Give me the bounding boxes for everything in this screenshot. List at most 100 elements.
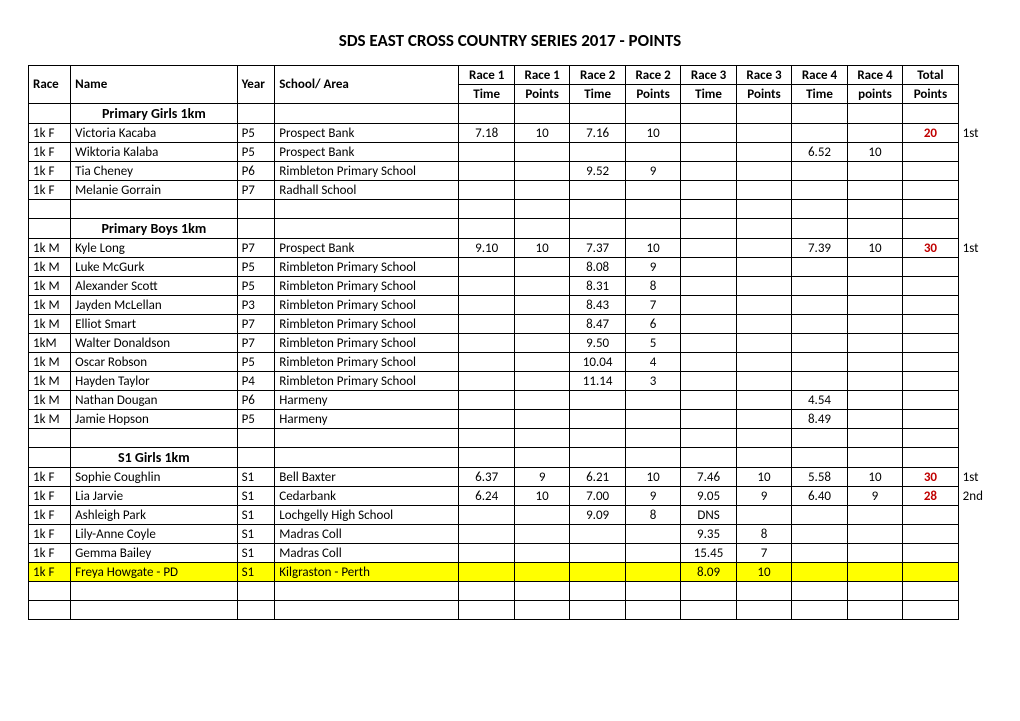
- cell-r4p: [847, 372, 902, 391]
- table-row: 1k FMelanie GorrainP7Radhall School: [29, 181, 992, 200]
- cell-total: [903, 258, 958, 277]
- cell-r1t: [459, 506, 514, 525]
- cell-total: [903, 143, 958, 162]
- cell-r2t: 8.47: [570, 315, 625, 334]
- table-row: 1k MLuke McGurkP5Rimbleton Primary Schoo…: [29, 258, 992, 277]
- table-row: 1k FTia CheneyP6Rimbleton Primary School…: [29, 162, 992, 181]
- cell-r1t: [459, 410, 514, 429]
- hdr-r1p-top: Race 1: [514, 66, 569, 85]
- cell-r1t: [459, 162, 514, 181]
- cell-race: 1kM: [29, 334, 71, 353]
- cell-place: [958, 143, 991, 162]
- cell-r1t: 9.10: [459, 239, 514, 258]
- cell-year: P7: [237, 181, 275, 200]
- cell-name: Wiktoria Kalaba: [71, 143, 237, 162]
- cell-r2t: 7.16: [570, 124, 625, 143]
- cell-r2p: 10: [625, 124, 680, 143]
- cell-r4t: [792, 544, 847, 563]
- cell-r3p: [736, 143, 791, 162]
- cell-race: 1k M: [29, 296, 71, 315]
- cell-place: 2nd: [958, 487, 991, 506]
- cell-r1p: 10: [514, 487, 569, 506]
- cell-r2p: [625, 181, 680, 200]
- cell-r4t: [792, 334, 847, 353]
- cell-r4p: [847, 315, 902, 334]
- cell-total: 30: [903, 468, 958, 487]
- cell-r1t: [459, 525, 514, 544]
- cell-r3p: [736, 315, 791, 334]
- cell-year: S1: [237, 487, 275, 506]
- hdr-r1p-bot: Points: [514, 85, 569, 104]
- cell-r3p: [736, 410, 791, 429]
- hdr-year: Year: [237, 66, 275, 104]
- cell-r2t: 7.37: [570, 239, 625, 258]
- cell-place: [958, 315, 991, 334]
- cell-r2t: 8.43: [570, 296, 625, 315]
- cell-r4p: [847, 391, 902, 410]
- cell-r3t: [681, 353, 736, 372]
- cell-r4t: [792, 181, 847, 200]
- cell-r3t: [681, 143, 736, 162]
- cell-r3t: 8.09: [681, 563, 736, 582]
- cell-race: 1k M: [29, 353, 71, 372]
- cell-r2t: 8.31: [570, 277, 625, 296]
- section-row: Primary Boys 1km: [29, 219, 992, 239]
- empty-row: [29, 200, 992, 219]
- table-row: 1k MJayden McLellanP3Rimbleton Primary S…: [29, 296, 992, 315]
- cell-r3p: [736, 277, 791, 296]
- cell-name: Melanie Gorrain: [71, 181, 237, 200]
- cell-r3p: 8: [736, 525, 791, 544]
- hdr-r2p-bot: Points: [625, 85, 680, 104]
- hdr-r4t-bot: Time: [792, 85, 847, 104]
- cell-r4t: [792, 162, 847, 181]
- section-title: S1 Girls 1km: [71, 448, 237, 468]
- cell-total: [903, 410, 958, 429]
- section-row: Primary Girls 1km: [29, 104, 992, 124]
- hdr-race: Race: [29, 66, 71, 104]
- cell-place: 1st: [958, 239, 991, 258]
- cell-r3t: DNS: [681, 506, 736, 525]
- cell-r4t: 8.49: [792, 410, 847, 429]
- cell-total: [903, 315, 958, 334]
- cell-r1p: [514, 162, 569, 181]
- cell-name: Luke McGurk: [71, 258, 237, 277]
- cell-name: Alexander Scott: [71, 277, 237, 296]
- table-row: 1k FLily-Anne CoyleS1Madras Coll9.358: [29, 525, 992, 544]
- cell-race: 1k F: [29, 506, 71, 525]
- cell-r3t: 9.35: [681, 525, 736, 544]
- cell-school: Madras Coll: [275, 525, 459, 544]
- table-row: 1k MKyle LongP7Prospect Bank9.10107.3710…: [29, 239, 992, 258]
- cell-race: 1k M: [29, 258, 71, 277]
- cell-school: Harmeny: [275, 410, 459, 429]
- cell-r4p: 10: [847, 468, 902, 487]
- cell-school: Rimbleton Primary School: [275, 258, 459, 277]
- cell-r2t: [570, 544, 625, 563]
- cell-place: [958, 353, 991, 372]
- cell-race: 1k M: [29, 315, 71, 334]
- cell-r4p: [847, 525, 902, 544]
- cell-school: Rimbleton Primary School: [275, 277, 459, 296]
- section-title: Primary Boys 1km: [71, 219, 237, 239]
- cell-r3t: [681, 315, 736, 334]
- cell-year: P5: [237, 143, 275, 162]
- cell-year: S1: [237, 544, 275, 563]
- cell-total: [903, 525, 958, 544]
- cell-school: Rimbleton Primary School: [275, 372, 459, 391]
- cell-place: [958, 563, 991, 582]
- cell-name: Gemma Bailey: [71, 544, 237, 563]
- cell-r1p: [514, 334, 569, 353]
- cell-race: 1k F: [29, 143, 71, 162]
- cell-r3t: 9.05: [681, 487, 736, 506]
- cell-r1p: 9: [514, 468, 569, 487]
- cell-r2t: 11.14: [570, 372, 625, 391]
- cell-r4t: [792, 506, 847, 525]
- cell-race: 1k F: [29, 468, 71, 487]
- hdr-r2t-bot: Time: [570, 85, 625, 104]
- cell-place: [958, 162, 991, 181]
- cell-r4t: [792, 277, 847, 296]
- cell-r3p: 10: [736, 468, 791, 487]
- table-row: 1k MAlexander ScottP5Rimbleton Primary S…: [29, 277, 992, 296]
- cell-school: Kilgraston - Perth: [275, 563, 459, 582]
- cell-r4p: 10: [847, 143, 902, 162]
- cell-r4t: [792, 258, 847, 277]
